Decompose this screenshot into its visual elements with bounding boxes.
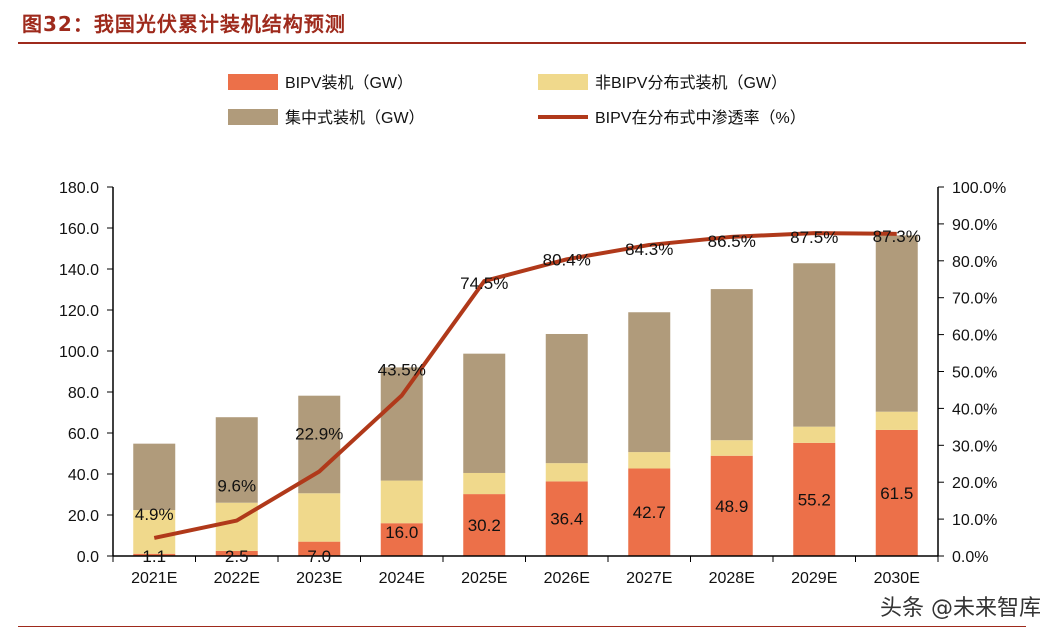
bar-bipv-2021E bbox=[133, 553, 176, 556]
penetration-value-label: 87.3% bbox=[873, 227, 921, 246]
y-right-tick-label: 40.0% bbox=[952, 401, 997, 418]
bar-bipv-2025E bbox=[463, 494, 506, 556]
bar-non-bipv-2024E bbox=[380, 480, 423, 524]
y-left-tick-label: 120.0 bbox=[59, 303, 99, 320]
x-tick-label: 2023E bbox=[296, 570, 342, 587]
bar-non-bipv-2028E bbox=[710, 440, 753, 456]
penetration-line bbox=[153, 231, 897, 540]
x-tick-label: 2029E bbox=[791, 570, 837, 587]
x-tick-label: 2030E bbox=[874, 570, 920, 587]
y-right-tick-label: 90.0% bbox=[952, 217, 997, 234]
bar-bipv-2024E bbox=[380, 523, 423, 556]
y-right-tick-label: 0.0% bbox=[952, 549, 988, 566]
y-left-tick-label: 160.0 bbox=[59, 221, 99, 238]
legend-label-1: 非BIPV分布式装机（GW） bbox=[595, 74, 787, 92]
bar-bipv-2027E bbox=[628, 468, 671, 556]
bipv-value-label: 42.7 bbox=[633, 503, 666, 522]
bar-centralized-2021E bbox=[133, 443, 176, 511]
penetration-value-label: 22.9% bbox=[295, 424, 343, 443]
y-right-tick-label: 50.0% bbox=[952, 365, 997, 382]
bar-non-bipv-2025E bbox=[463, 472, 506, 495]
bar-non-bipv-2021E bbox=[133, 510, 176, 554]
penetration-value-label: 74.5% bbox=[460, 274, 508, 293]
bipv-value-label: 48.9 bbox=[715, 497, 748, 516]
penetration-value-label: 80.4% bbox=[543, 250, 591, 269]
x-tick-label: 2025E bbox=[461, 570, 507, 587]
bar-non-bipv-2029E bbox=[793, 426, 836, 443]
y-right-tick-label: 70.0% bbox=[952, 291, 997, 308]
title-divider bbox=[18, 42, 1026, 44]
bar-centralized-2030E bbox=[875, 235, 918, 412]
bar-non-bipv-2030E bbox=[875, 411, 918, 430]
bar-bipv-2029E bbox=[793, 442, 836, 556]
bar-centralized-2027E bbox=[628, 312, 671, 453]
y-right-tick-label: 80.0% bbox=[952, 254, 997, 271]
x-tick-label: 2022E bbox=[214, 570, 260, 587]
legend-swatch-1 bbox=[538, 74, 588, 90]
bipv-value-label: 1.1 bbox=[142, 547, 166, 566]
figure-title: 图32：我国光伏累计装机结构预测 bbox=[22, 12, 346, 36]
bar-centralized-2029E bbox=[793, 263, 836, 427]
footer-divider bbox=[18, 626, 1026, 627]
bipv-value-label: 2.5 bbox=[225, 547, 249, 566]
legend-label-3: BIPV在分布式中渗透率（%） bbox=[595, 109, 806, 127]
legend-label-0: BIPV装机（GW） bbox=[285, 74, 413, 92]
bipv-value-label: 55.2 bbox=[798, 490, 831, 509]
bipv-value-label: 61.5 bbox=[880, 484, 913, 503]
bar-bipv-2023E bbox=[298, 541, 341, 556]
bar-centralized-2025E bbox=[463, 353, 506, 473]
bar-centralized-2028E bbox=[710, 289, 753, 441]
bar-centralized-2022E bbox=[215, 417, 258, 503]
x-tick-label: 2021E bbox=[131, 570, 177, 587]
y-right-tick-label: 100.0% bbox=[952, 180, 1006, 197]
bar-bipv-2028E bbox=[710, 455, 753, 556]
bar-centralized-2024E bbox=[380, 367, 423, 481]
bar-bipv-2030E bbox=[875, 429, 918, 556]
bipv-value-label: 16.0 bbox=[385, 523, 418, 542]
x-tick-label: 2024E bbox=[379, 570, 425, 587]
y-right-tick-label: 60.0% bbox=[952, 328, 997, 345]
bar-non-bipv-2027E bbox=[628, 452, 671, 469]
watermark: 头条 @未来智库 bbox=[880, 596, 1041, 621]
penetration-value-label: 43.5% bbox=[378, 360, 426, 379]
y-left-tick-label: 140.0 bbox=[59, 262, 99, 279]
bipv-value-label: 7.0 bbox=[307, 547, 331, 566]
penetration-value-label: 9.6% bbox=[217, 477, 256, 496]
y-right-tick-label: 10.0% bbox=[952, 512, 997, 529]
legend-swatch-0 bbox=[228, 74, 278, 90]
penetration-value-label: 4.9% bbox=[135, 505, 174, 524]
penetration-value-label: 84.3% bbox=[625, 240, 673, 259]
y-right-tick-label: 30.0% bbox=[952, 438, 997, 455]
penetration-value-label: 87.5% bbox=[790, 228, 838, 247]
penetration-value-label: 86.5% bbox=[708, 232, 756, 251]
legend-swatch-2 bbox=[228, 109, 278, 125]
x-tick-label: 2027E bbox=[626, 570, 672, 587]
x-tick-label: 2026E bbox=[544, 570, 590, 587]
bipv-value-label: 36.4 bbox=[550, 510, 583, 529]
y-left-tick-label: 40.0 bbox=[68, 467, 99, 484]
bar-bipv-2022E bbox=[215, 550, 258, 556]
y-left-tick-label: 80.0 bbox=[68, 385, 99, 402]
y-left-tick-label: 60.0 bbox=[68, 426, 99, 443]
bar-non-bipv-2023E bbox=[298, 493, 341, 542]
bar-non-bipv-2026E bbox=[545, 463, 588, 482]
y-left-tick-label: 100.0 bbox=[59, 344, 99, 361]
bar-bipv-2026E bbox=[545, 481, 588, 556]
bipv-value-label: 30.2 bbox=[468, 516, 501, 535]
bar-centralized-2023E bbox=[298, 395, 341, 494]
y-left-tick-label: 180.0 bbox=[59, 180, 99, 197]
legend-label-2: 集中式装机（GW） bbox=[285, 109, 425, 127]
x-tick-label: 2028E bbox=[709, 570, 755, 587]
y-right-tick-label: 20.0% bbox=[952, 475, 997, 492]
bar-centralized-2026E bbox=[545, 333, 588, 464]
y-left-tick-label: 0.0 bbox=[77, 549, 99, 566]
y-left-tick-label: 20.0 bbox=[68, 508, 99, 525]
